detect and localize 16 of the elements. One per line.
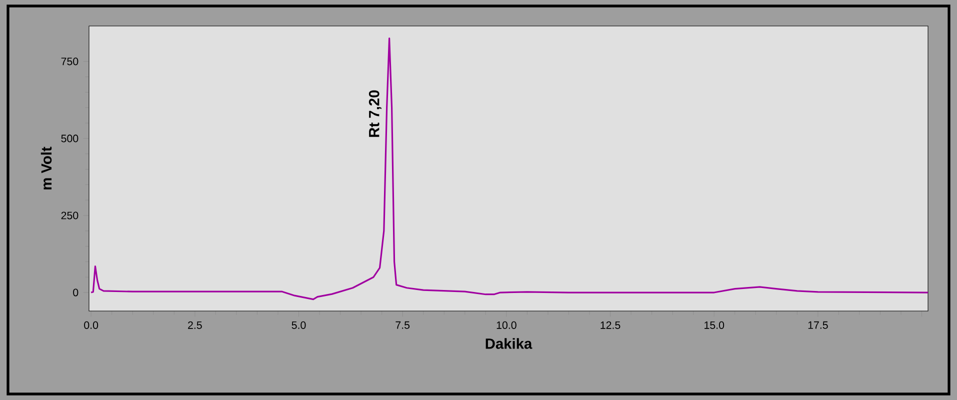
x-tick-label: 15.0	[704, 321, 724, 329]
y-axis-title: m Volt	[40, 146, 52, 190]
line-series	[90, 38, 928, 300]
y-tick-label: 250	[61, 212, 78, 220]
y-tick-label: 750	[61, 58, 78, 66]
x-tick-label: 10.0	[496, 321, 516, 329]
x-axis-title: Dakika	[486, 338, 532, 349]
y-tick-label: 500	[61, 134, 78, 142]
x-tick-label: 17.5	[808, 321, 828, 329]
annotation: Rt 7,20	[368, 90, 382, 137]
x-tick-label: 0.0	[84, 321, 98, 329]
y-tick-label: 0	[73, 288, 78, 296]
x-tick-label: 7.5	[396, 321, 410, 329]
x-tick-label: 12.5	[600, 321, 620, 329]
x-tick-label: 2.5	[188, 321, 202, 329]
x-tick-label: 5.0	[292, 321, 306, 329]
